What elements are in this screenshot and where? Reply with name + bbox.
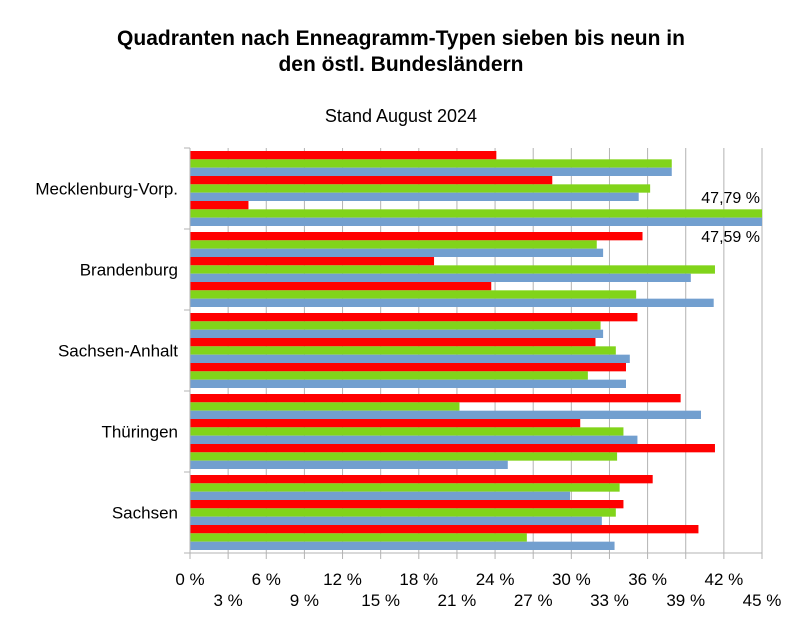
category-label: Sachsen-Anhalt xyxy=(58,342,178,361)
x-tick-label: 6 % xyxy=(252,570,281,589)
x-tick-label: 21 % xyxy=(438,591,477,610)
bar-series xyxy=(190,151,762,550)
chart-title: Quadranten nach Enneagramm-Typen sieben … xyxy=(0,26,802,78)
category-label: Sachsen xyxy=(112,504,178,523)
x-tick-label: 0 % xyxy=(175,570,204,589)
bar xyxy=(190,257,435,266)
bar xyxy=(190,452,618,461)
bar xyxy=(190,176,553,185)
chart-subtitle: Stand August 2024 xyxy=(324,106,478,126)
bar xyxy=(190,282,492,291)
bar xyxy=(190,410,701,419)
bar xyxy=(190,460,508,469)
bar xyxy=(190,159,672,168)
bar xyxy=(190,240,597,249)
bar xyxy=(190,371,588,380)
bar xyxy=(190,508,616,517)
bar xyxy=(190,444,715,453)
axes xyxy=(184,147,763,559)
x-tick-label: 24 % xyxy=(476,570,515,589)
bar xyxy=(190,483,620,492)
bar xyxy=(190,419,581,428)
x-tick-label: 15 % xyxy=(361,591,400,610)
bar xyxy=(190,541,615,550)
bar xyxy=(190,265,715,274)
bar xyxy=(190,363,626,372)
bar xyxy=(190,232,643,241)
x-tick-label: 18 % xyxy=(399,570,438,589)
x-tick-label: 42 % xyxy=(704,570,743,589)
bar xyxy=(190,516,602,525)
bar xyxy=(190,151,497,160)
bar xyxy=(190,394,681,403)
bar xyxy=(190,273,691,282)
x-tick-label: 39 % xyxy=(666,591,705,610)
bar xyxy=(190,290,637,299)
bar xyxy=(190,402,460,411)
bar xyxy=(190,201,249,210)
x-tick-label: 30 % xyxy=(552,570,591,589)
x-tick-label: 9 % xyxy=(290,591,319,610)
bar xyxy=(190,435,638,444)
bar xyxy=(190,491,571,500)
bar xyxy=(190,500,624,509)
bar xyxy=(190,313,638,322)
data-label: 47,79 % xyxy=(701,190,760,207)
x-tick-label: 3 % xyxy=(213,591,242,610)
axis-labels: Mecklenburg-Vorp. Brandenburg Sachsen-Anha… xyxy=(35,180,781,611)
x-tick-label: 36 % xyxy=(628,570,667,589)
data-label: 47,59 % xyxy=(701,229,760,246)
bar xyxy=(190,379,626,388)
bar xyxy=(190,321,601,330)
bar xyxy=(190,298,714,307)
bar xyxy=(190,525,699,534)
bar xyxy=(190,338,596,347)
bar xyxy=(190,346,616,355)
category-label: Brandenburg xyxy=(80,261,178,280)
bar xyxy=(190,475,653,484)
bar xyxy=(190,248,604,257)
bar xyxy=(190,354,630,363)
chart-title-line-1: Quadranten nach Enneagramm-Typen sieben … xyxy=(117,27,685,50)
bar xyxy=(190,167,672,176)
bar xyxy=(190,533,527,542)
chart-title-line-2: den östl. Bundesländern xyxy=(278,53,524,76)
bar xyxy=(190,192,639,201)
bar xyxy=(190,209,762,218)
x-tick-label: 12 % xyxy=(323,570,362,589)
category-label: Thüringen xyxy=(101,423,178,442)
bar xyxy=(190,184,651,193)
bar xyxy=(190,427,624,436)
x-tick-label: 27 % xyxy=(514,591,553,610)
category-label: Mecklenburg-Vorp. xyxy=(35,180,178,199)
x-tick-label: 33 % xyxy=(590,591,629,610)
bar xyxy=(190,217,762,226)
x-tick-label: 45 % xyxy=(743,591,782,610)
bar xyxy=(190,329,604,338)
